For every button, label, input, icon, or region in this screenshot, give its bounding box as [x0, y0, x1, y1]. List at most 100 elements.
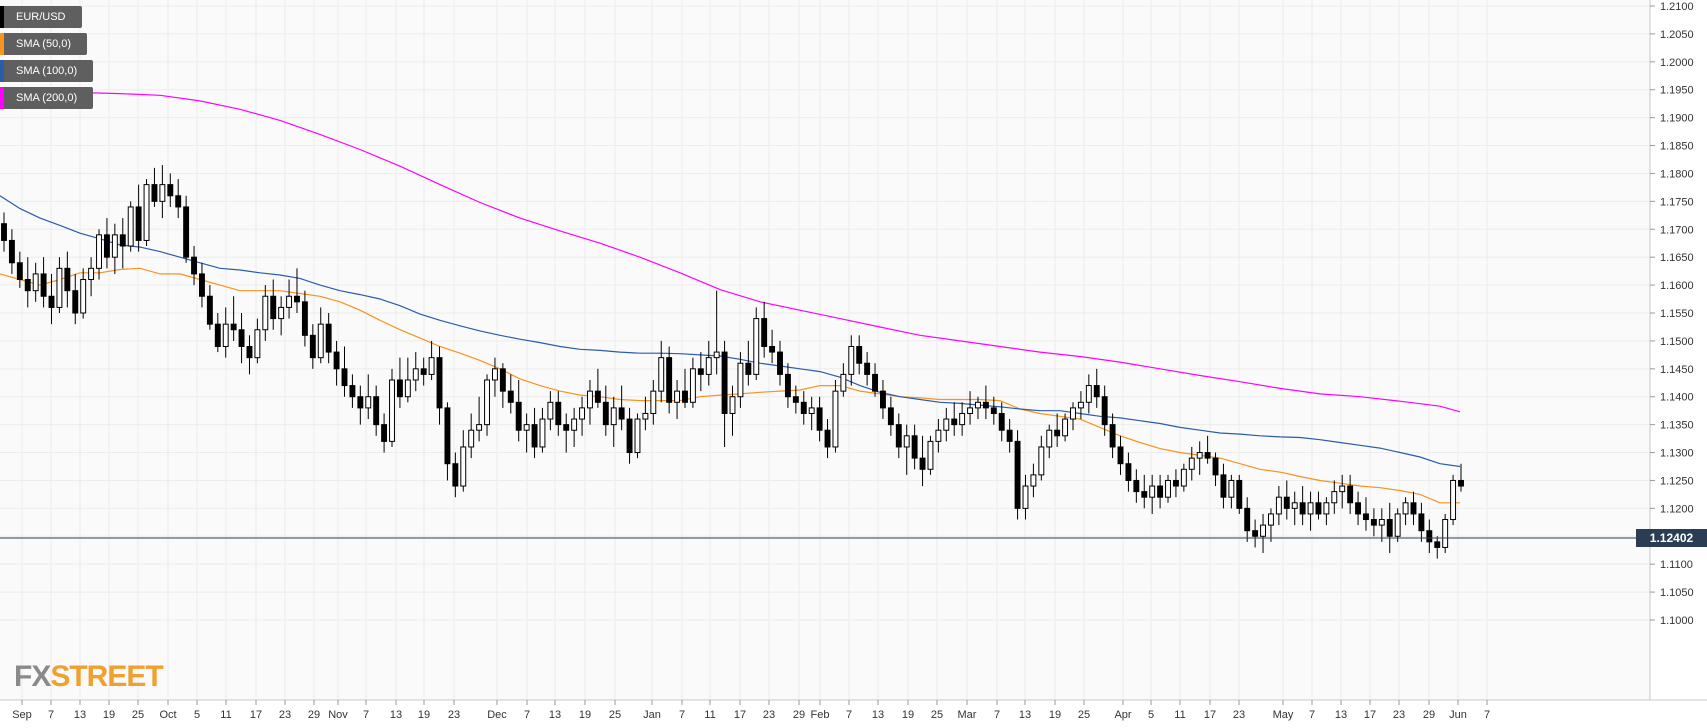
candle	[1236, 474, 1243, 514]
candle	[222, 307, 229, 358]
candle-body-down	[792, 396, 799, 403]
candle-body-up	[1442, 519, 1449, 548]
candle	[135, 184, 142, 252]
candle	[571, 407, 578, 447]
candle	[1149, 474, 1156, 514]
candle	[959, 402, 966, 436]
price-tick-label: 1.1250	[1660, 475, 1694, 487]
legend-item-sma50[interactable]: SMA (50,0)	[0, 33, 88, 55]
candle	[1363, 497, 1369, 531]
price-tick-label: 1.1450	[1660, 364, 1694, 376]
time-tick-label: 7	[48, 709, 54, 721]
candle-body-down	[396, 379, 403, 398]
candle	[1062, 413, 1069, 442]
candle-body-down	[167, 184, 174, 197]
candle	[1402, 497, 1409, 526]
legend-item-eurusd[interactable]: EUR/USD	[0, 6, 82, 28]
candle-body-up	[32, 273, 39, 292]
time-tick-label: 17	[1204, 709, 1216, 721]
candle-body-down	[238, 329, 245, 347]
candle-body-down	[381, 424, 388, 442]
candle-body-up	[689, 368, 696, 403]
time-tick-label: 19	[1049, 709, 1061, 721]
candle-body-down	[1363, 513, 1369, 521]
candle-body-up	[1402, 502, 1409, 515]
candle	[975, 396, 981, 420]
candle-body-down	[270, 295, 277, 320]
candle	[365, 374, 372, 420]
time-tick-label: 7	[679, 709, 685, 721]
candle-body-up	[579, 407, 586, 420]
price-tick-label: 1.1650	[1660, 252, 1694, 264]
candle	[1355, 491, 1362, 526]
candle	[111, 223, 118, 274]
candle-body-down	[191, 256, 197, 275]
candle	[56, 257, 63, 313]
candle	[642, 396, 649, 431]
candle	[1450, 474, 1457, 526]
candle-body-down	[1117, 446, 1124, 465]
price-tick-label: 1.2100	[1660, 1, 1694, 13]
candle-body-down	[998, 412, 1005, 431]
time-tick-label: 5	[194, 709, 200, 721]
candle	[539, 407, 546, 453]
candle-body-up	[705, 357, 712, 375]
candle-body-down	[1355, 502, 1362, 515]
candle	[1125, 452, 1132, 492]
time-tick-label: 29	[1423, 709, 1435, 721]
time-tick-label: 7	[1309, 709, 1315, 721]
candle	[420, 357, 427, 386]
time-tick-label: 23	[279, 709, 291, 721]
candle-body-down	[214, 323, 221, 347]
candle	[1323, 497, 1330, 526]
legend-item-sma100[interactable]: SMA (100,0)	[0, 60, 94, 82]
price-tick-label: 1.1950	[1660, 85, 1694, 97]
candle	[848, 335, 855, 386]
candle-body-up	[808, 407, 815, 414]
candle-body-down	[436, 357, 443, 409]
legend-swatch-eurusd	[0, 6, 4, 28]
candle	[1378, 508, 1385, 542]
candle-body-up	[1188, 457, 1195, 470]
candle-body-down	[1141, 491, 1148, 498]
time-tick-label: 25	[609, 709, 621, 721]
candle	[1307, 491, 1314, 531]
candle-body-down	[1014, 440, 1021, 509]
candle-body-up	[254, 329, 261, 359]
candle	[1077, 391, 1084, 420]
candle	[879, 379, 886, 420]
candle	[729, 385, 736, 436]
candle	[1339, 474, 1346, 509]
candle	[856, 335, 863, 375]
time-tick-label: 29	[793, 709, 805, 721]
candle-body-down	[1212, 457, 1219, 476]
time-tick-label: 25	[1078, 709, 1090, 721]
candle-body-down	[1093, 385, 1100, 398]
candle	[1283, 480, 1290, 520]
time-tick-label: Jan	[643, 709, 661, 721]
time-tick-label: 7	[846, 709, 852, 721]
candle	[1260, 513, 1266, 554]
candle-body-down	[666, 357, 673, 403]
legend-item-sma200[interactable]: SMA (200,0)	[0, 87, 94, 109]
candle	[579, 396, 586, 436]
candle	[428, 340, 435, 380]
candle-body-down	[199, 273, 205, 297]
time-tick-label: 7	[363, 709, 369, 721]
candle	[8, 229, 15, 274]
candle-body-down	[951, 418, 958, 426]
candle-body-down	[294, 295, 300, 303]
time-tick-label: 13	[1019, 709, 1031, 721]
candle	[484, 374, 490, 436]
candle-body-up	[88, 267, 95, 281]
candle	[1370, 508, 1377, 537]
candle-body-down	[40, 273, 47, 297]
time-tick-label: Dec	[487, 709, 507, 721]
candle-body-down	[8, 239, 15, 264]
candle-body-down	[769, 345, 776, 353]
candle-body-down	[1157, 485, 1164, 498]
candle	[689, 357, 696, 408]
candle-body-up	[1228, 479, 1235, 498]
candle	[309, 324, 316, 369]
